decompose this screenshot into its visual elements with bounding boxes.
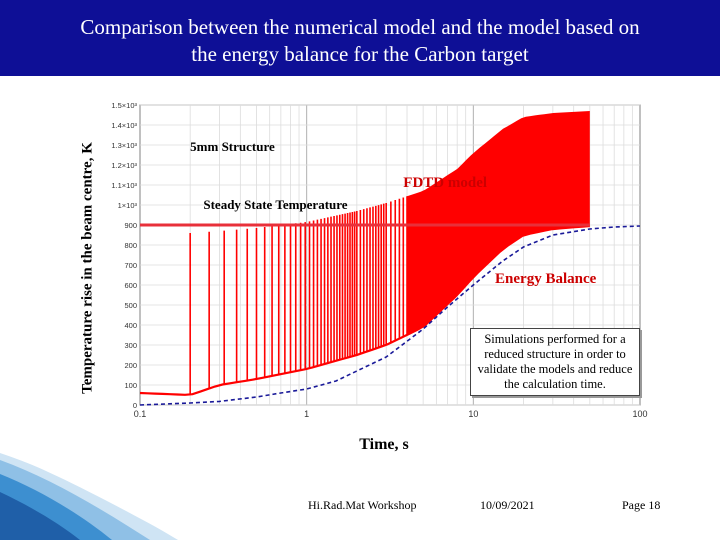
temperature-chart: 0 100 200 300 400 500 600 700 800 900 1×10³ 1.1×10³… xyxy=(111,101,647,419)
y-tick-label: 800 xyxy=(124,241,137,250)
annotation-steady-state: Steady State Temperature xyxy=(203,197,347,212)
slide-title-line-2: the energy balance for the Carbon target xyxy=(191,42,529,66)
simulation-note: Simulations performed for a reduced stru… xyxy=(470,328,640,396)
y-tick-label: 700 xyxy=(124,261,137,270)
slide-title-line-1: Comparison between the numerical model a… xyxy=(80,15,640,39)
footer-event: Hi.Rad.Mat Workshop xyxy=(308,498,417,512)
y-tick-label: 100 xyxy=(124,381,137,390)
y-tick-label: 200 xyxy=(124,361,137,370)
series-layer xyxy=(139,111,641,406)
y-tick-label: 1.3×10³ xyxy=(111,141,137,150)
annotation-layer: 5mm Structure FDTD model Steady State Te… xyxy=(190,139,596,287)
annotation-energy-balance: Energy Balance xyxy=(495,271,597,287)
x-tick-label: 10 xyxy=(468,409,478,419)
y-tick-label: 1.4×10³ xyxy=(111,121,137,130)
footer-page-number: Page 18 xyxy=(622,498,661,512)
y-tick-label: 400 xyxy=(124,321,137,330)
y-tick-label: 1×10³ xyxy=(118,201,138,210)
fdtd-trough-line xyxy=(139,224,590,396)
x-tick-label: 100 xyxy=(632,409,647,419)
y-tick-label: 1.1×10³ xyxy=(111,181,137,190)
title-bar: Comparison between the numerical model a… xyxy=(0,0,720,76)
x-tick-label: 1 xyxy=(304,409,309,419)
y-tick-label: 300 xyxy=(124,341,137,350)
footer-date: 10/09/2021 xyxy=(480,498,535,512)
energy-balance-line xyxy=(139,225,641,406)
axis-layer: 0 100 200 300 400 500 600 700 800 900 1×10³ 1.1×10³… xyxy=(111,101,647,419)
y-tick-label: 1.2×10³ xyxy=(111,161,137,170)
y-axis-label: Temperature rise in the beam centre, K xyxy=(79,142,96,394)
x-tick-label: 0.1 xyxy=(134,409,147,419)
x-axis-label: Time, s xyxy=(359,436,409,453)
y-tick-label: 500 xyxy=(124,301,137,310)
y-tick-label: 600 xyxy=(124,281,137,290)
fdtd-band xyxy=(407,111,590,335)
y-tick-label: 900 xyxy=(124,221,137,230)
y-tick-label: 0 xyxy=(133,401,137,410)
annotation-fdtd-model: FDTD model xyxy=(403,175,487,191)
footer-decoration xyxy=(0,452,180,540)
annotation-structure: 5mm Structure xyxy=(190,139,275,154)
y-tick-label: 1.5×10³ xyxy=(111,101,137,110)
